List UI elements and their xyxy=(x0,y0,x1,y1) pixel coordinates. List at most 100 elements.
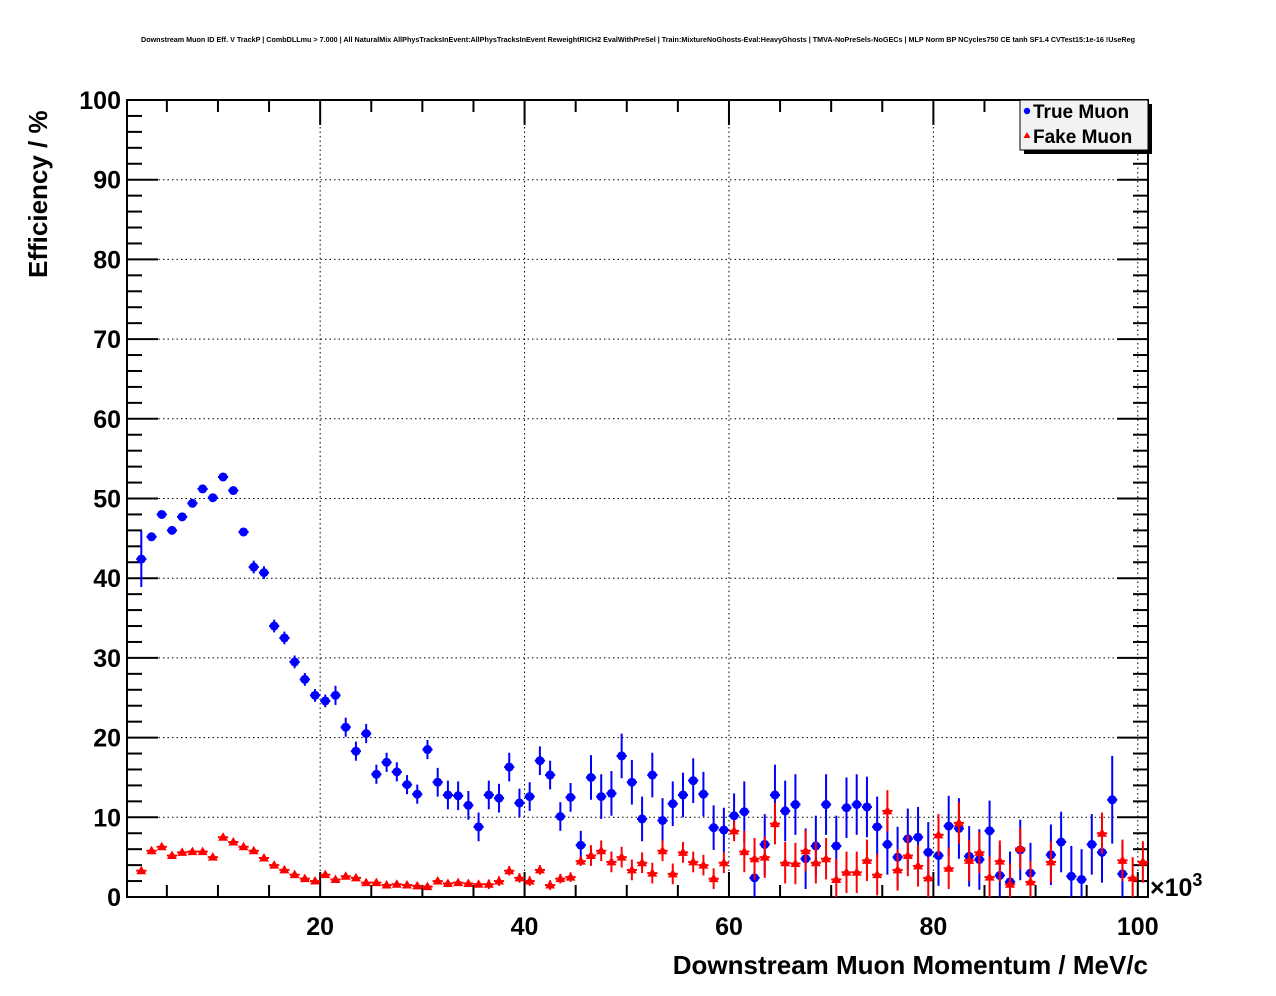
data-point xyxy=(586,772,596,782)
data-point xyxy=(1005,879,1016,888)
data-point xyxy=(1077,874,1087,884)
data-point xyxy=(514,872,525,882)
data-point xyxy=(698,789,708,799)
data-point xyxy=(596,845,607,855)
legend-box xyxy=(1019,99,1149,151)
data-point xyxy=(453,791,463,801)
data-point xyxy=(422,745,432,755)
x-multiplier-base: ×10 xyxy=(1150,874,1192,902)
y-tick-label: 30 xyxy=(93,645,121,673)
data-point xyxy=(504,865,515,875)
data-point xyxy=(391,879,402,888)
data-point xyxy=(177,512,187,522)
data-point xyxy=(249,562,259,572)
plot-frame xyxy=(126,99,1149,898)
data-point xyxy=(882,805,893,815)
data-point xyxy=(985,826,995,836)
data-point xyxy=(769,818,780,828)
data-point xyxy=(852,800,862,810)
fake-muon-series xyxy=(136,790,1148,897)
data-point xyxy=(483,879,494,888)
y-tick-label: 40 xyxy=(93,565,121,593)
grid xyxy=(127,100,1148,897)
data-point xyxy=(412,789,422,799)
data-point xyxy=(882,839,892,849)
data-point xyxy=(218,832,229,841)
data-point xyxy=(269,860,280,869)
legend-true-muon-marker xyxy=(1023,107,1031,115)
data-point xyxy=(810,857,821,867)
data-point xyxy=(1015,843,1026,852)
data-point xyxy=(729,811,739,821)
data-point xyxy=(494,793,504,803)
y-tick-label: 10 xyxy=(93,804,121,832)
data-point xyxy=(647,770,657,780)
data-point xyxy=(422,881,433,891)
data-point xyxy=(299,873,310,883)
data-point xyxy=(361,729,371,739)
data-point xyxy=(943,863,954,872)
y-tick-label: 50 xyxy=(93,486,121,514)
data-point xyxy=(729,825,740,835)
data-point xyxy=(831,874,842,883)
data-point xyxy=(494,876,505,885)
data-point xyxy=(207,852,218,861)
data-point xyxy=(596,792,606,802)
data-point xyxy=(381,880,392,889)
data-point xyxy=(310,876,321,885)
data-point xyxy=(842,803,852,813)
data-point xyxy=(402,880,413,889)
data-point xyxy=(197,846,208,856)
x-tick-label: 80 xyxy=(919,913,947,941)
data-point xyxy=(637,857,648,867)
data-point xyxy=(647,868,658,877)
data-point xyxy=(1056,837,1066,847)
data-point xyxy=(709,823,719,833)
data-point xyxy=(279,864,290,874)
data-point xyxy=(1107,795,1117,805)
data-point xyxy=(1097,828,1108,837)
data-point xyxy=(626,864,637,874)
data-point xyxy=(688,856,699,866)
data-point xyxy=(688,776,698,786)
y-tick-label: 80 xyxy=(93,246,121,274)
data-point xyxy=(1117,855,1128,864)
data-point xyxy=(862,802,872,812)
x-multiplier: ×103 xyxy=(1150,870,1202,902)
data-point xyxy=(361,877,372,887)
data-point xyxy=(667,868,678,878)
data-point xyxy=(341,722,351,732)
data-point xyxy=(872,869,883,879)
data-point xyxy=(923,847,933,857)
data-point xyxy=(974,847,985,856)
x-tick-label: 100 xyxy=(1117,913,1159,941)
data-point xyxy=(913,832,923,842)
data-point xyxy=(218,472,228,482)
data-point xyxy=(156,841,167,851)
y-axis-title: Efficiency / % xyxy=(23,110,53,278)
data-point xyxy=(739,807,749,817)
legend-fake-muon-label: Fake Muon xyxy=(1033,127,1132,148)
data-point xyxy=(627,777,637,787)
data-point xyxy=(606,788,616,798)
data-point xyxy=(136,554,146,564)
data-point xyxy=(944,821,954,831)
data-point xyxy=(851,867,862,876)
data-point xyxy=(585,850,596,860)
data-point xyxy=(166,850,177,860)
data-point xyxy=(841,867,852,876)
data-point xyxy=(606,856,617,866)
data-point xyxy=(637,814,647,824)
data-point xyxy=(668,799,678,809)
data-point xyxy=(187,498,197,508)
data-point xyxy=(535,756,545,766)
data-point xyxy=(555,812,565,822)
data-point xyxy=(147,532,157,542)
data-point xyxy=(872,822,882,832)
data-point xyxy=(698,860,709,869)
data-point xyxy=(177,847,188,856)
data-point xyxy=(770,790,780,800)
data-point xyxy=(525,792,535,802)
legend-fake-muon-marker xyxy=(1023,132,1031,138)
data-point xyxy=(136,865,147,875)
